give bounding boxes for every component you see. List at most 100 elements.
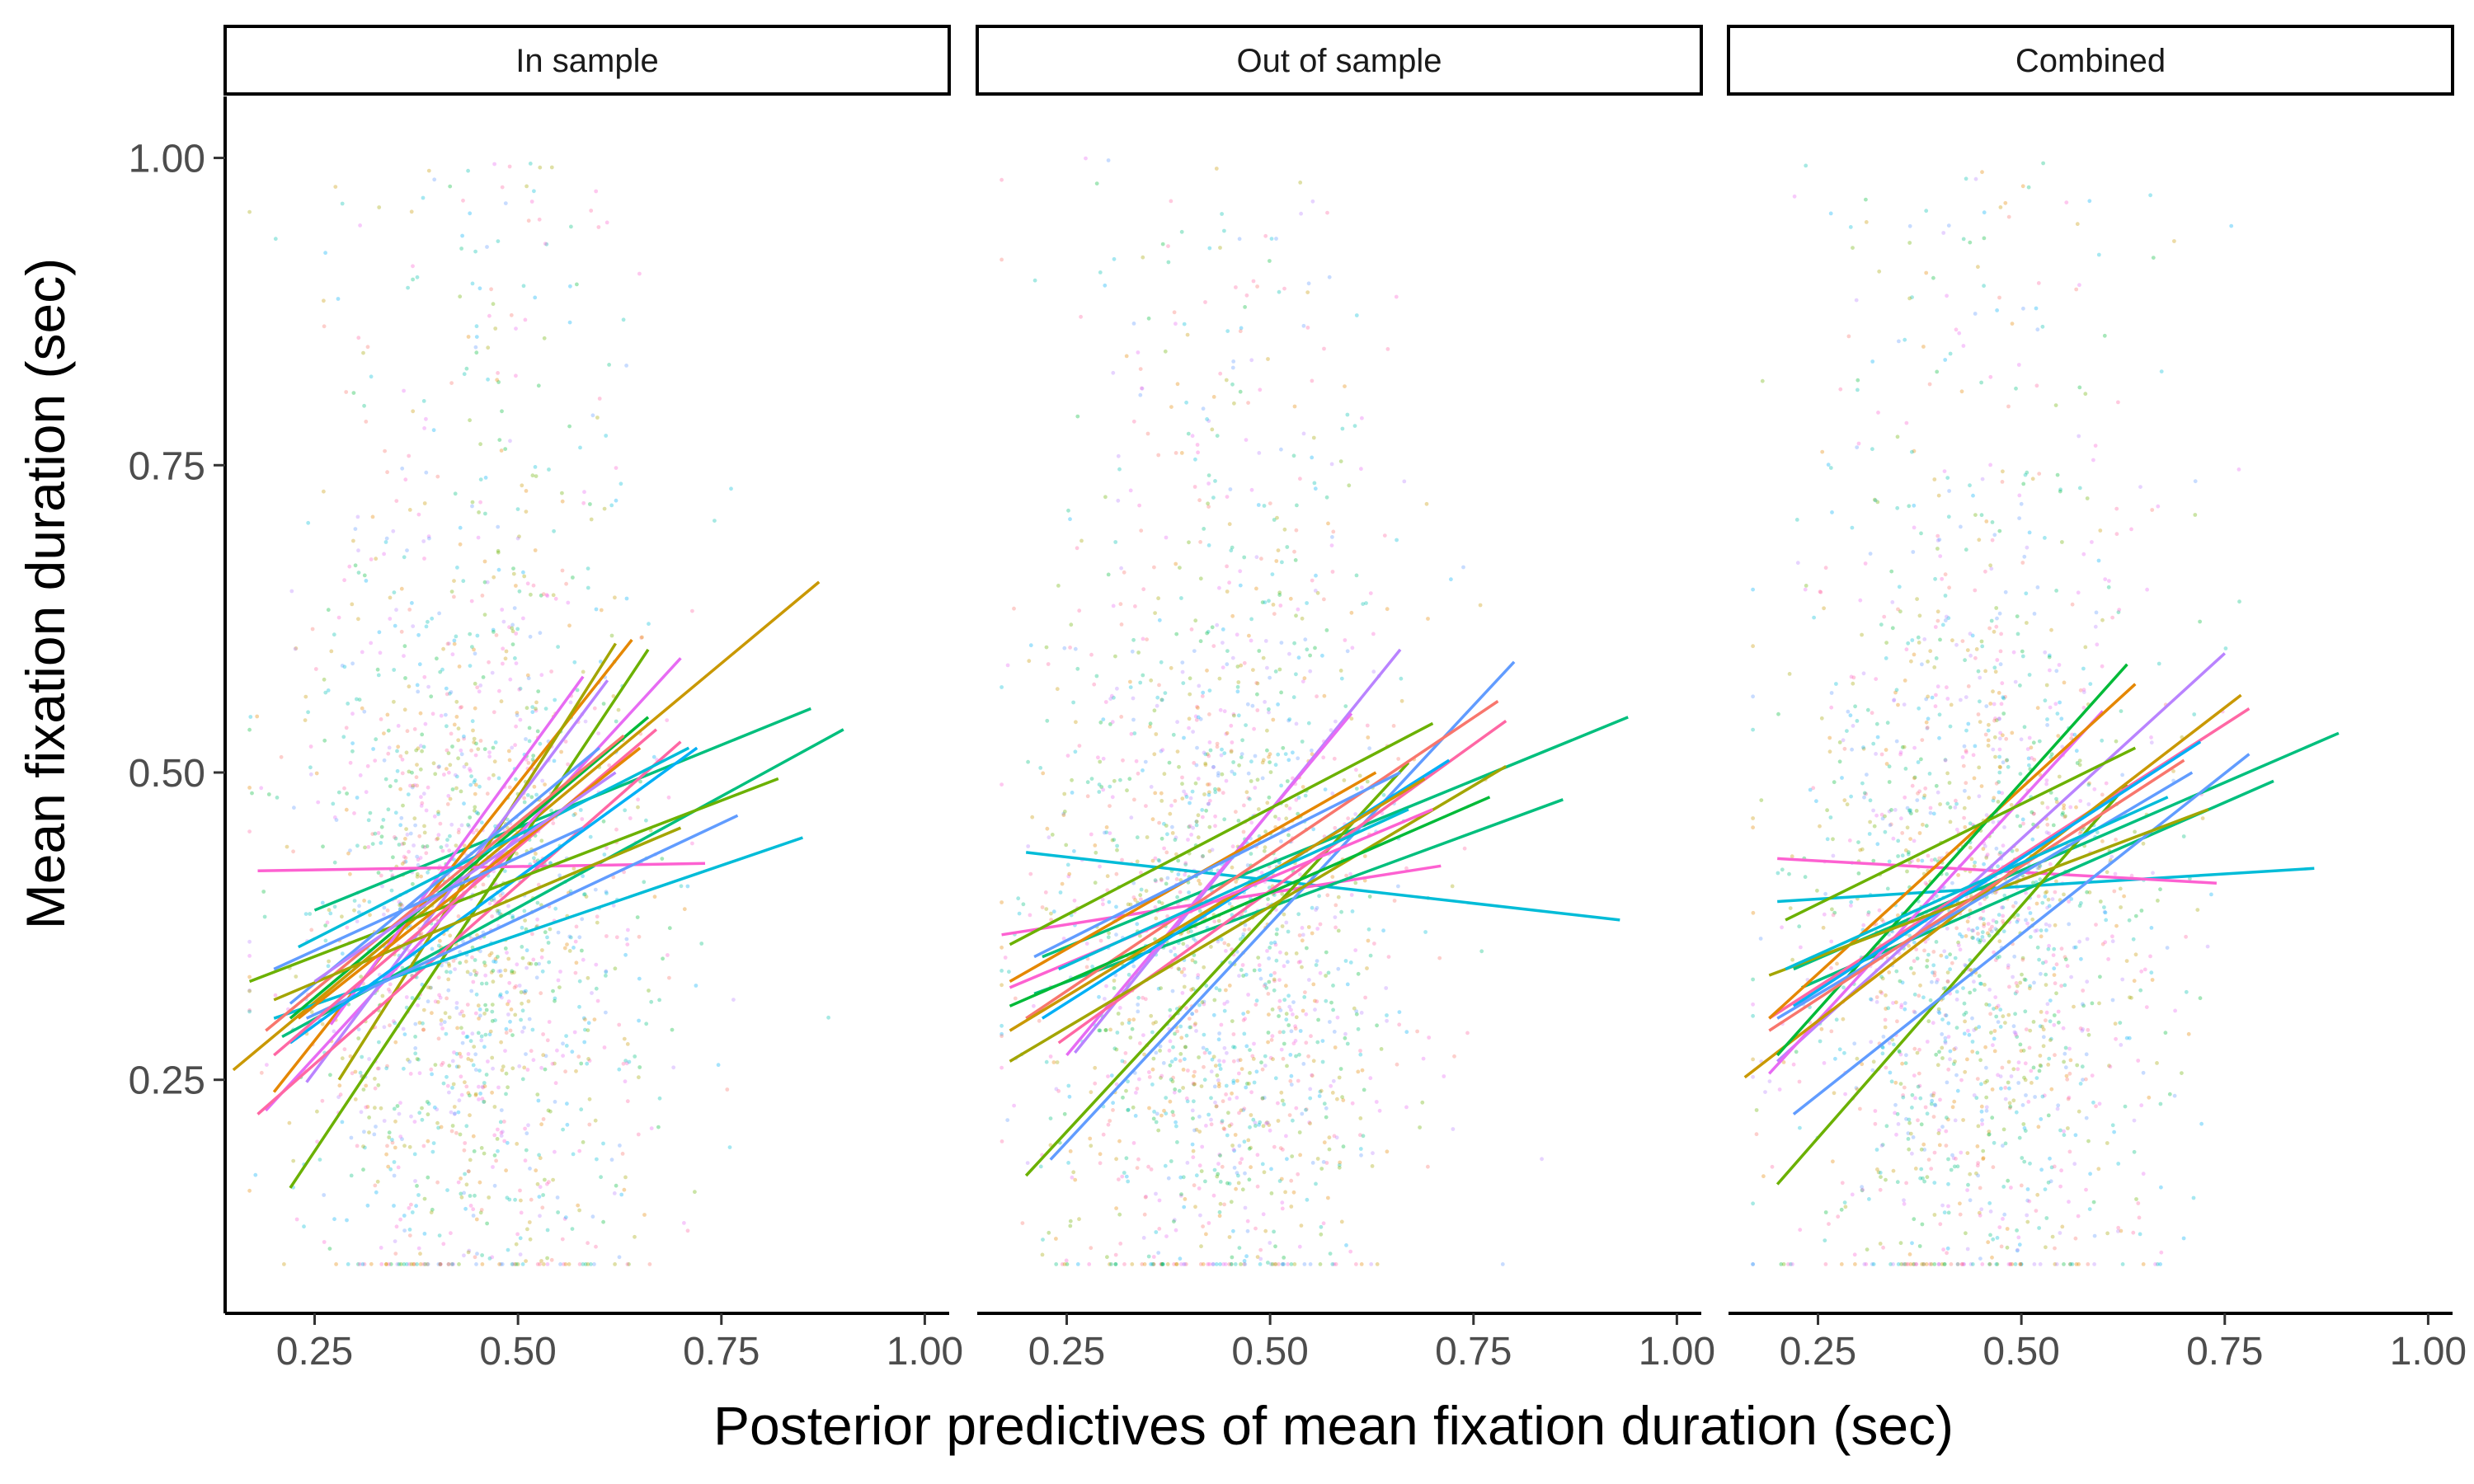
scatter-point xyxy=(578,445,582,450)
scatter-point xyxy=(1152,752,1157,757)
scatter-point xyxy=(1946,616,1951,621)
scatter-point xyxy=(373,1077,377,1081)
scatter-point xyxy=(1984,1095,1989,1100)
scatter-point xyxy=(1348,1249,1353,1254)
scatter-point xyxy=(1060,881,1065,886)
scatter-point xyxy=(1912,503,1917,508)
scatter-point xyxy=(1849,899,1854,904)
scatter-point xyxy=(1792,194,1797,199)
scatter-point xyxy=(418,711,423,716)
scatter-point xyxy=(1154,1191,1158,1196)
scatter-point xyxy=(1962,815,1967,820)
scatter-point xyxy=(1211,495,1216,500)
scatter-point xyxy=(1151,1116,1156,1121)
scatter-point xyxy=(2016,1081,2021,1085)
scatter-point xyxy=(459,752,464,757)
scatter-point xyxy=(1238,389,1243,394)
scatter-point xyxy=(506,749,511,754)
fit-line xyxy=(297,746,642,1020)
scatter-point xyxy=(469,1058,474,1063)
scatter-point xyxy=(2011,1024,2016,1029)
scatter-point xyxy=(415,871,420,876)
scatter-point xyxy=(303,912,308,916)
scatter-point xyxy=(1269,237,1274,241)
scatter-point xyxy=(1900,1061,1905,1066)
scatter-point xyxy=(384,536,389,541)
scatter-point xyxy=(1146,316,1151,321)
scatter-point xyxy=(1992,735,1997,740)
scatter-point xyxy=(1201,690,1206,695)
scatter-point xyxy=(424,624,429,629)
scatter-point xyxy=(1112,838,1117,842)
scatter-point xyxy=(416,512,421,517)
scatter-point xyxy=(510,914,515,918)
scatter-point xyxy=(1148,721,1153,726)
scatter-point xyxy=(420,801,425,805)
scatter-point xyxy=(2011,974,2015,979)
scatter-point xyxy=(468,211,473,216)
scatter-point xyxy=(1179,1036,1184,1040)
scatter-point xyxy=(1173,953,1178,957)
scatter-point xyxy=(487,754,492,759)
scatter-point xyxy=(1174,877,1179,881)
scatter-point xyxy=(491,969,496,973)
scatter-point xyxy=(647,1262,652,1266)
scatter-point xyxy=(523,317,528,322)
scatter-point xyxy=(344,726,349,730)
scatter-point xyxy=(555,1195,560,1200)
scatter-point xyxy=(2075,222,2080,227)
scatter-point xyxy=(2063,1045,2068,1050)
scatter-point xyxy=(1231,359,1236,364)
scatter-point xyxy=(1963,824,1968,829)
scatter-point xyxy=(1287,651,1291,656)
scatter-point xyxy=(731,998,736,1002)
scatter-point xyxy=(1994,846,1999,851)
scatter-point xyxy=(2150,508,2155,512)
scatter-point xyxy=(1174,1262,1178,1266)
scatter-point xyxy=(1196,706,1200,710)
scatter-point xyxy=(388,1167,393,1172)
scatter-point xyxy=(1213,787,1217,791)
scatter-point xyxy=(716,1063,721,1068)
scatter-point xyxy=(437,993,441,998)
scatter-point xyxy=(497,912,502,916)
scatter-point xyxy=(1237,1071,1241,1076)
scatter-point xyxy=(1941,231,1946,235)
scatter-point xyxy=(2110,998,2115,1003)
scatter-point xyxy=(1194,717,1199,722)
scatter-point xyxy=(2044,1245,2048,1250)
scatter-point xyxy=(1251,668,1255,672)
scatter-point xyxy=(1272,1229,1276,1234)
scatter-point xyxy=(1961,237,1966,242)
scatter-point xyxy=(1156,1128,1161,1133)
scatter-point xyxy=(1192,953,1197,957)
scatter-point xyxy=(1201,1045,1206,1050)
scatter-point xyxy=(1940,1032,1945,1036)
scatter-point xyxy=(1931,963,1936,968)
scatter-point xyxy=(1201,1224,1205,1228)
scatter-point xyxy=(1988,702,1993,706)
scatter-point xyxy=(473,1052,478,1057)
scatter-point xyxy=(491,745,496,750)
scatter-point xyxy=(1205,417,1209,421)
scatter-point xyxy=(468,815,473,819)
scatter-point xyxy=(1154,1050,1159,1055)
scatter-point xyxy=(2014,386,2018,391)
scatter-point xyxy=(1048,1054,1053,1059)
scatter-point xyxy=(395,1104,400,1108)
scatter-point xyxy=(553,1081,558,1086)
scatter-point xyxy=(436,1036,441,1041)
scatter-point xyxy=(1242,803,1246,808)
scatter-point xyxy=(400,757,405,762)
scatter-point xyxy=(1870,359,1875,364)
scatter-point xyxy=(1325,210,1329,215)
scatter-point xyxy=(604,934,609,938)
scatter-point xyxy=(1921,822,1925,827)
scatter-point xyxy=(2039,934,2044,939)
scatter-point xyxy=(1214,986,1219,991)
scatter-point xyxy=(1839,1207,1844,1212)
scatter-point xyxy=(403,859,408,864)
scatter-point xyxy=(478,949,482,954)
scatter-point xyxy=(1978,938,1983,943)
scatter-point xyxy=(452,722,457,727)
